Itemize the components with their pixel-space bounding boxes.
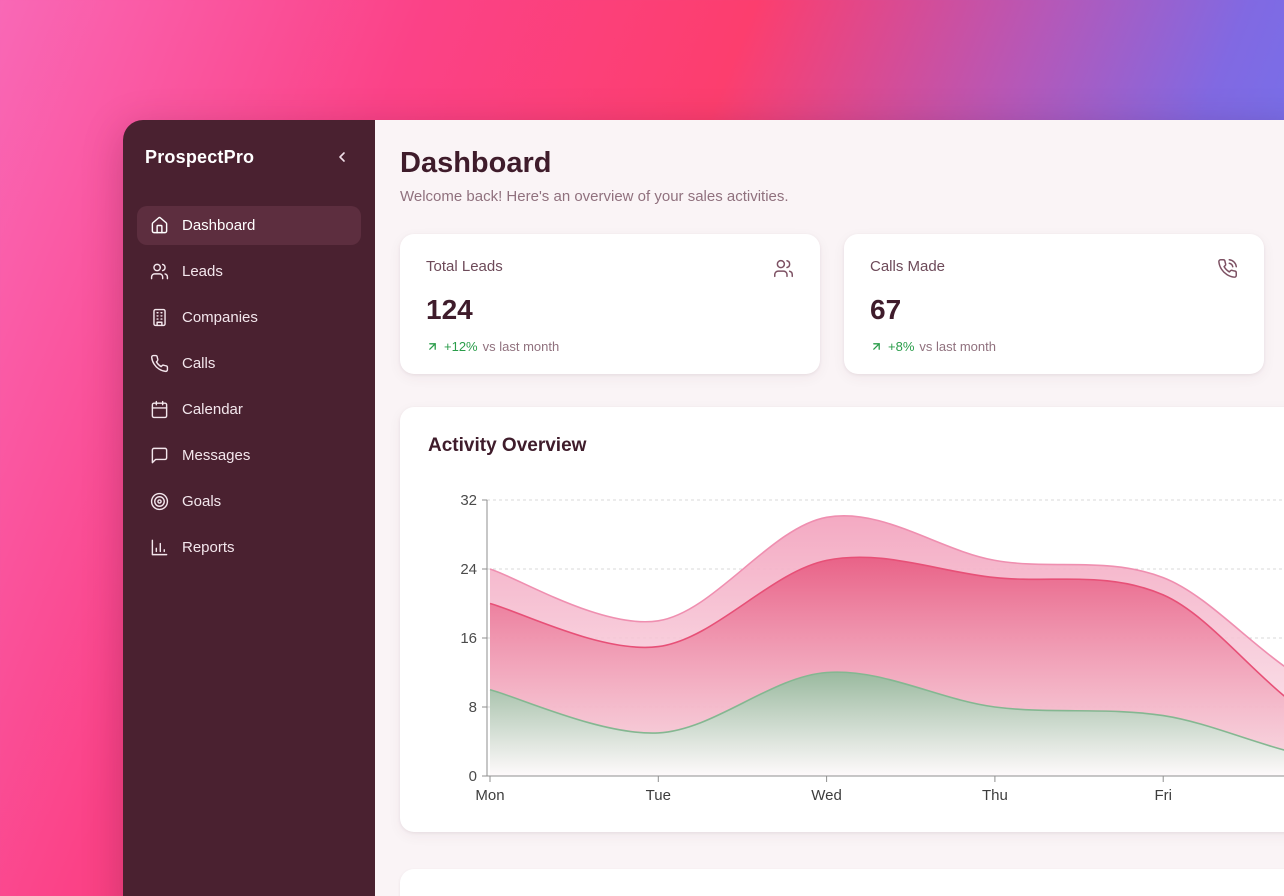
message-icon xyxy=(150,446,169,465)
stat-delta-value: +8% xyxy=(888,339,915,354)
sidebar-item-label: Calendar xyxy=(182,401,243,418)
svg-text:Tue: Tue xyxy=(646,787,671,804)
phone-icon xyxy=(150,354,169,373)
sidebar-collapse-button[interactable] xyxy=(331,146,353,168)
home-icon xyxy=(150,216,169,235)
stat-card-total-leads: Total Leads 124 +12% vs last month xyxy=(400,234,820,374)
next-section-card xyxy=(400,869,1284,896)
svg-text:32: 32 xyxy=(460,492,477,509)
sidebar-header: ProspectPro xyxy=(123,120,375,178)
arrow-up-right-icon xyxy=(870,340,883,353)
stat-label: Total Leads xyxy=(426,258,503,275)
target-icon xyxy=(150,492,169,511)
activity-overview-card: Activity Overview 0 8 16 24 32 Mon Tue Wed Thu Fr… xyxy=(400,407,1284,832)
stat-value: 124 xyxy=(426,294,473,325)
svg-text:Mon: Mon xyxy=(475,787,504,804)
svg-text:16: 16 xyxy=(460,630,477,647)
svg-text:0: 0 xyxy=(469,768,477,785)
sidebar-item-companies[interactable]: Companies xyxy=(137,298,361,337)
sidebar-item-goals[interactable]: Goals xyxy=(137,482,361,521)
stat-value: 67 xyxy=(870,294,902,325)
sidebar-item-leads[interactable]: Leads xyxy=(137,252,361,291)
svg-text:24: 24 xyxy=(460,561,477,578)
stat-card-calls-made: Calls Made 67 +8% vs last month xyxy=(844,234,1264,374)
arrow-up-right-icon xyxy=(426,340,439,353)
sidebar: ProspectPro Dashboard Leads Companies Calls… xyxy=(123,120,375,896)
sidebar-item-label: Reports xyxy=(182,539,235,556)
sidebar-item-reports[interactable]: Reports xyxy=(137,528,361,567)
svg-text:8: 8 xyxy=(469,699,477,716)
app-window: ProspectPro Dashboard Leads Companies Calls… xyxy=(123,120,1284,896)
activity-chart: 08162432MonTueWedThuFriSatSun xyxy=(420,485,1284,815)
sidebar-item-label: Leads xyxy=(182,263,223,280)
app-logo: ProspectPro xyxy=(145,146,255,167)
stat-delta-value: +12% xyxy=(444,339,478,354)
sidebar-item-messages[interactable]: Messages xyxy=(137,436,361,475)
chart-title: Activity Overview xyxy=(428,435,587,456)
svg-text:Wed: Wed xyxy=(811,787,842,804)
bar-chart-icon xyxy=(150,538,169,557)
stat-delta-note: vs last month xyxy=(482,339,560,354)
page-subtitle: Welcome back! Here's an overview of your… xyxy=(400,188,789,205)
sidebar-item-dashboard[interactable]: Dashboard xyxy=(137,206,361,245)
building-icon xyxy=(150,308,169,327)
sidebar-item-label: Goals xyxy=(182,493,222,510)
sidebar-item-label: Messages xyxy=(182,447,251,464)
users-icon xyxy=(150,262,169,281)
sidebar-nav: Dashboard Leads Companies Calls Calendar Mess… xyxy=(123,206,375,567)
main-content: Dashboard Welcome back! Here's an overvi… xyxy=(375,120,1284,896)
users-icon xyxy=(773,258,794,284)
phone-call-icon xyxy=(1217,258,1238,284)
sidebar-item-label: Companies xyxy=(182,309,258,326)
area-chart-svg: 08162432MonTueWedThuFriSatSun xyxy=(460,492,1284,804)
stat-delta-note: vs last month xyxy=(919,339,996,354)
sidebar-item-calendar[interactable]: Calendar xyxy=(137,390,361,429)
stat-label: Calls Made xyxy=(870,258,946,275)
chevron-left-icon xyxy=(334,149,350,165)
svg-text:Thu: Thu xyxy=(982,787,1008,804)
sidebar-item-label: Calls xyxy=(182,355,216,372)
calendar-icon xyxy=(150,400,169,419)
sidebar-item-label: Dashboard xyxy=(182,217,256,234)
svg-text:Fri: Fri xyxy=(1154,787,1172,804)
page-title: Dashboard xyxy=(400,147,552,179)
sidebar-item-calls[interactable]: Calls xyxy=(137,344,361,383)
stats-row: Total Leads 124 +12% vs last month Calls Mad… xyxy=(400,234,1284,374)
